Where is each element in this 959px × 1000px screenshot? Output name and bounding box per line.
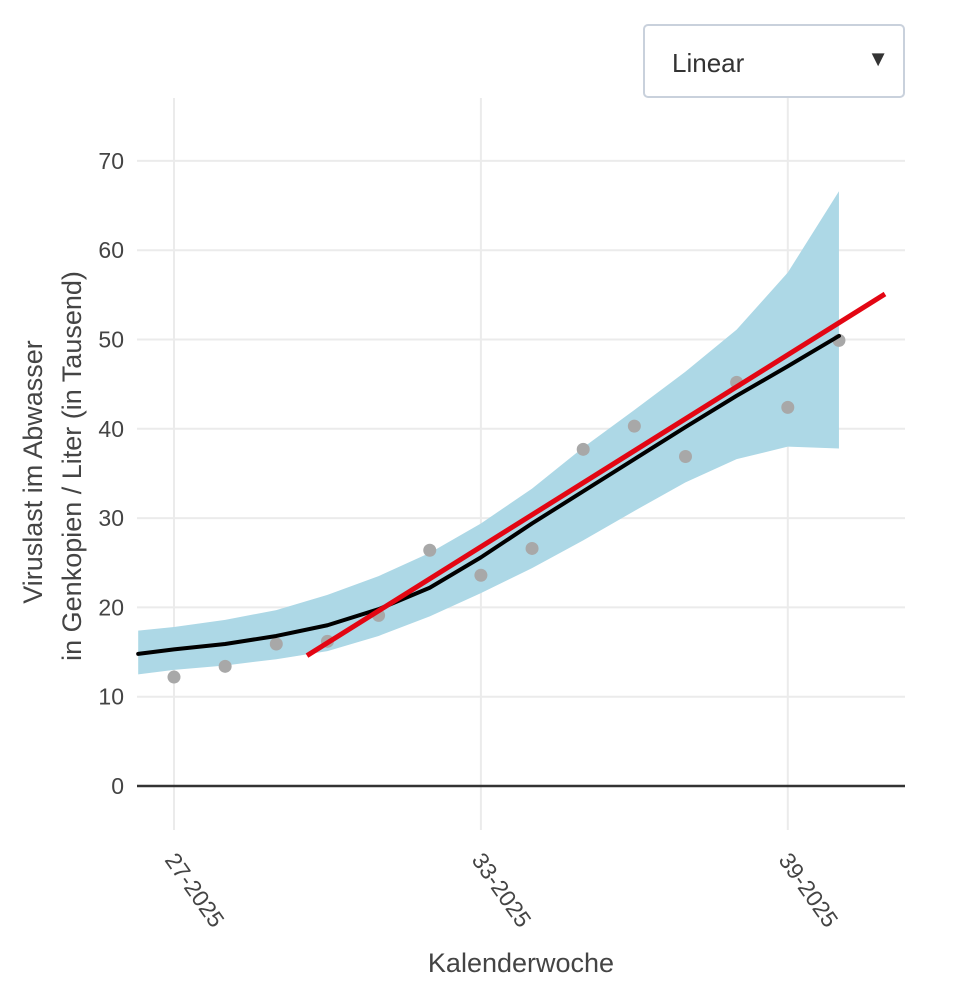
data-point	[679, 449, 692, 463]
y-tick-label: 0	[111, 773, 124, 799]
x-axis-title: Kalenderwoche	[428, 948, 614, 978]
x-tick-label: 33-2025	[467, 848, 537, 932]
trend-series-line	[305, 291, 887, 658]
y-tick-label: 50	[98, 327, 124, 353]
x-tick-label: 39-2025	[774, 848, 844, 932]
data-point	[167, 670, 181, 684]
trend-line	[305, 291, 887, 658]
y-tick-label: 10	[98, 684, 124, 710]
y-tick-label: 20	[98, 594, 124, 620]
data-point	[218, 659, 232, 673]
data-point	[627, 419, 641, 433]
confidence-band-area	[138, 191, 839, 675]
data-point	[781, 400, 795, 414]
y-axis-title-line2: in Genkopien / Liter (in Tausend)	[57, 271, 87, 661]
y-axis-ticks: 0 10 20 30 40 50 60 70	[98, 148, 124, 799]
chevron-down-icon: ▼	[867, 46, 889, 71]
data-point	[423, 543, 437, 557]
smoothed-line	[136, 333, 841, 656]
x-tick-label: 27-2025	[160, 848, 230, 932]
scale-select-value: Linear	[672, 48, 745, 78]
y-tick-label: 60	[98, 237, 124, 263]
y-axis-title-line1: Viruslast im Abwasser	[18, 340, 48, 604]
data-point	[525, 541, 539, 555]
y-tick-label: 40	[98, 416, 124, 442]
grid	[137, 98, 905, 830]
measurement-points	[167, 333, 846, 684]
y-tick-label: 70	[98, 148, 124, 174]
smoothed-series-line	[136, 333, 841, 656]
confidence-band	[138, 191, 839, 675]
x-axis-ticks: 27-2025 33-2025 39-2025	[160, 848, 844, 932]
y-tick-label: 30	[98, 505, 124, 531]
data-point	[576, 442, 590, 456]
data-point	[269, 637, 283, 651]
data-point	[474, 568, 488, 582]
scale-type-select[interactable]: Linear ▼	[643, 24, 905, 98]
